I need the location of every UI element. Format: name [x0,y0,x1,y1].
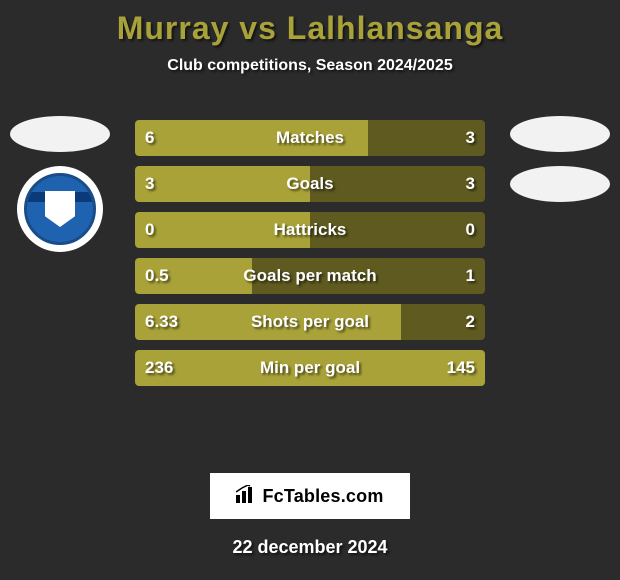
compare-row-3: 0.51Goals per match [135,258,485,294]
row-label: Goals [135,166,485,202]
branding-text: FcTables.com [262,486,383,507]
compare-row-5: 236145Min per goal [135,350,485,386]
compare-row-4: 6.332Shots per goal [135,304,485,340]
date-text: 22 december 2024 [0,537,620,558]
row-label: Min per goal [135,350,485,386]
branding-badge: FcTables.com [210,473,410,519]
compare-row-2: 00Hattricks [135,212,485,248]
row-label: Matches [135,120,485,156]
row-label: Hattricks [135,212,485,248]
compare-row-1: 33Goals [135,166,485,202]
left-badges [10,116,110,252]
left-team-crest [17,166,103,252]
compare-row-0: 63Matches [135,120,485,156]
left-player-badge-1 [10,116,110,152]
row-label: Shots per goal [135,304,485,340]
bar-chart-icon [236,485,256,508]
compare-bars: 63Matches 33Goals 00Hattricks 0.51Goals per… [135,120,485,396]
right-player-badge-1 [510,116,610,152]
page-title: Murray vs Lalhlansanga [0,0,620,47]
right-player-badge-2 [510,166,610,202]
subtitle: Club competitions, Season 2024/2025 [0,57,620,75]
right-badges [510,116,610,216]
row-label: Goals per match [135,258,485,294]
